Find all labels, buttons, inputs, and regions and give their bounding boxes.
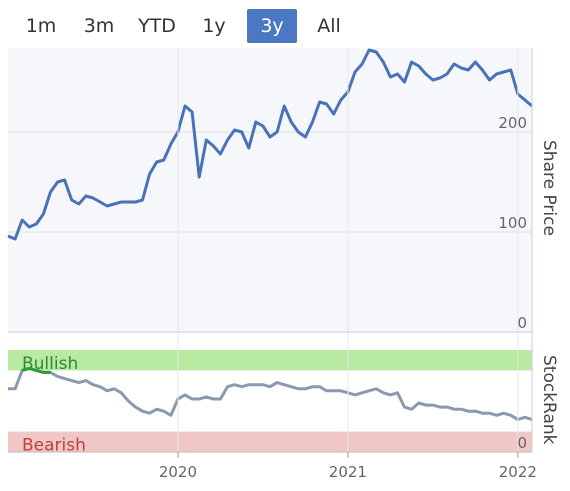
price-tick-label: 100 xyxy=(498,214,527,232)
x-gridlines xyxy=(177,48,519,452)
rank-tick-label: 0 xyxy=(517,434,527,452)
x-tick-label: 2020 xyxy=(159,463,197,481)
bullish-band xyxy=(8,350,532,371)
x-tick-labels: 2020 2021 2022 xyxy=(159,452,537,481)
range-button-all[interactable]: All xyxy=(317,15,341,37)
range-selector: 1m 3m YTD 1y 3y All xyxy=(0,0,570,46)
x-tick-label: 2022 xyxy=(499,463,537,481)
price-gridlines xyxy=(8,131,532,233)
bearish-band xyxy=(8,431,532,452)
range-button-3y[interactable]: 3y xyxy=(247,9,297,43)
price-plot-area xyxy=(8,48,532,332)
stockrank-series-line xyxy=(8,366,533,421)
price-tick-labels: 0 100 200 xyxy=(498,114,527,332)
price-tick-label: 200 xyxy=(498,114,527,132)
rank-tick-labels: 0 xyxy=(517,434,527,452)
range-button-1y[interactable]: 1y xyxy=(202,15,226,37)
range-button-3m[interactable]: 3m xyxy=(83,15,115,37)
price-tick-label: 0 xyxy=(517,314,527,332)
price-series-line xyxy=(7,48,533,241)
range-button-ytd[interactable]: YTD xyxy=(138,15,176,37)
range-button-1m[interactable]: 1m xyxy=(25,15,57,37)
stockrank-highlight-line xyxy=(21,366,51,374)
x-tick-label: 2021 xyxy=(329,463,367,481)
price-axis-title: Share Price xyxy=(539,140,559,236)
bearish-label: Bearish xyxy=(22,436,86,456)
rank-axis-title: StockRank xyxy=(539,355,559,445)
